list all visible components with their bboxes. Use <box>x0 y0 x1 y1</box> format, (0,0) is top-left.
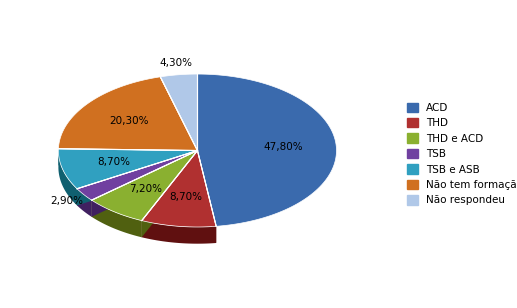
Text: 2,90%: 2,90% <box>50 196 83 206</box>
Polygon shape <box>77 151 197 205</box>
Polygon shape <box>77 151 197 205</box>
Text: 20,30%: 20,30% <box>110 116 149 126</box>
Polygon shape <box>92 200 142 237</box>
Polygon shape <box>160 74 197 151</box>
Polygon shape <box>142 151 216 227</box>
Text: 47,80%: 47,80% <box>264 142 303 152</box>
Polygon shape <box>58 149 197 167</box>
Polygon shape <box>142 151 197 237</box>
Polygon shape <box>92 151 197 217</box>
Polygon shape <box>58 77 197 151</box>
Polygon shape <box>197 74 337 226</box>
Text: 8,70%: 8,70% <box>169 192 202 202</box>
Text: 8,70%: 8,70% <box>97 157 130 167</box>
Polygon shape <box>142 151 197 237</box>
Polygon shape <box>58 149 197 189</box>
Text: 4,30%: 4,30% <box>159 59 192 68</box>
Polygon shape <box>92 151 197 217</box>
Polygon shape <box>58 149 77 205</box>
Text: 7,20%: 7,20% <box>130 184 162 194</box>
Legend: ACD, THD, THD e ACD, TSB, TSB e ASB, Não tem formação, Não respondeu: ACD, THD, THD e ACD, TSB, TSB e ASB, Não… <box>405 100 517 208</box>
Polygon shape <box>77 151 197 200</box>
Polygon shape <box>197 151 216 243</box>
Polygon shape <box>77 189 92 217</box>
Polygon shape <box>142 221 216 244</box>
Polygon shape <box>92 151 197 221</box>
